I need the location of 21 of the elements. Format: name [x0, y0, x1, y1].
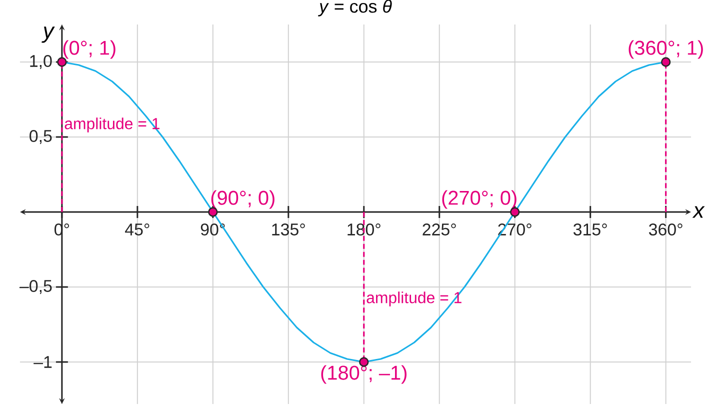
x-tick-label: 90° — [200, 223, 225, 236]
x-tick-label: 135° — [272, 223, 305, 236]
x-tick-label: 225° — [422, 223, 456, 236]
y-tick-label: –1 — [34, 356, 52, 368]
y-tick-label: –0,5 — [19, 280, 52, 294]
y-tick-label: 0,5 — [30, 130, 52, 144]
x-tick-label: 45° — [125, 223, 150, 236]
annotation: (270°; 0) — [442, 190, 516, 209]
annotation: (360°; 1) — [628, 40, 703, 59]
y-tick-label: 1,0 — [30, 54, 52, 69]
annotation: (90°; 0) — [211, 190, 274, 209]
x-axis-title: x — [692, 206, 705, 218]
x-tick-label: 315° — [573, 223, 607, 236]
point — [57, 57, 67, 67]
x-tick-label: 360° — [648, 223, 682, 236]
annotation: amplitude = 1 — [64, 118, 160, 132]
annotation: (0°; 1) — [63, 40, 116, 59]
x-tick-label: 180° — [348, 223, 380, 236]
chart-title: y = cos θ — [318, 0, 392, 16]
annotation: (180°; –1) — [321, 365, 406, 384]
y-axis-title: y — [42, 26, 55, 43]
